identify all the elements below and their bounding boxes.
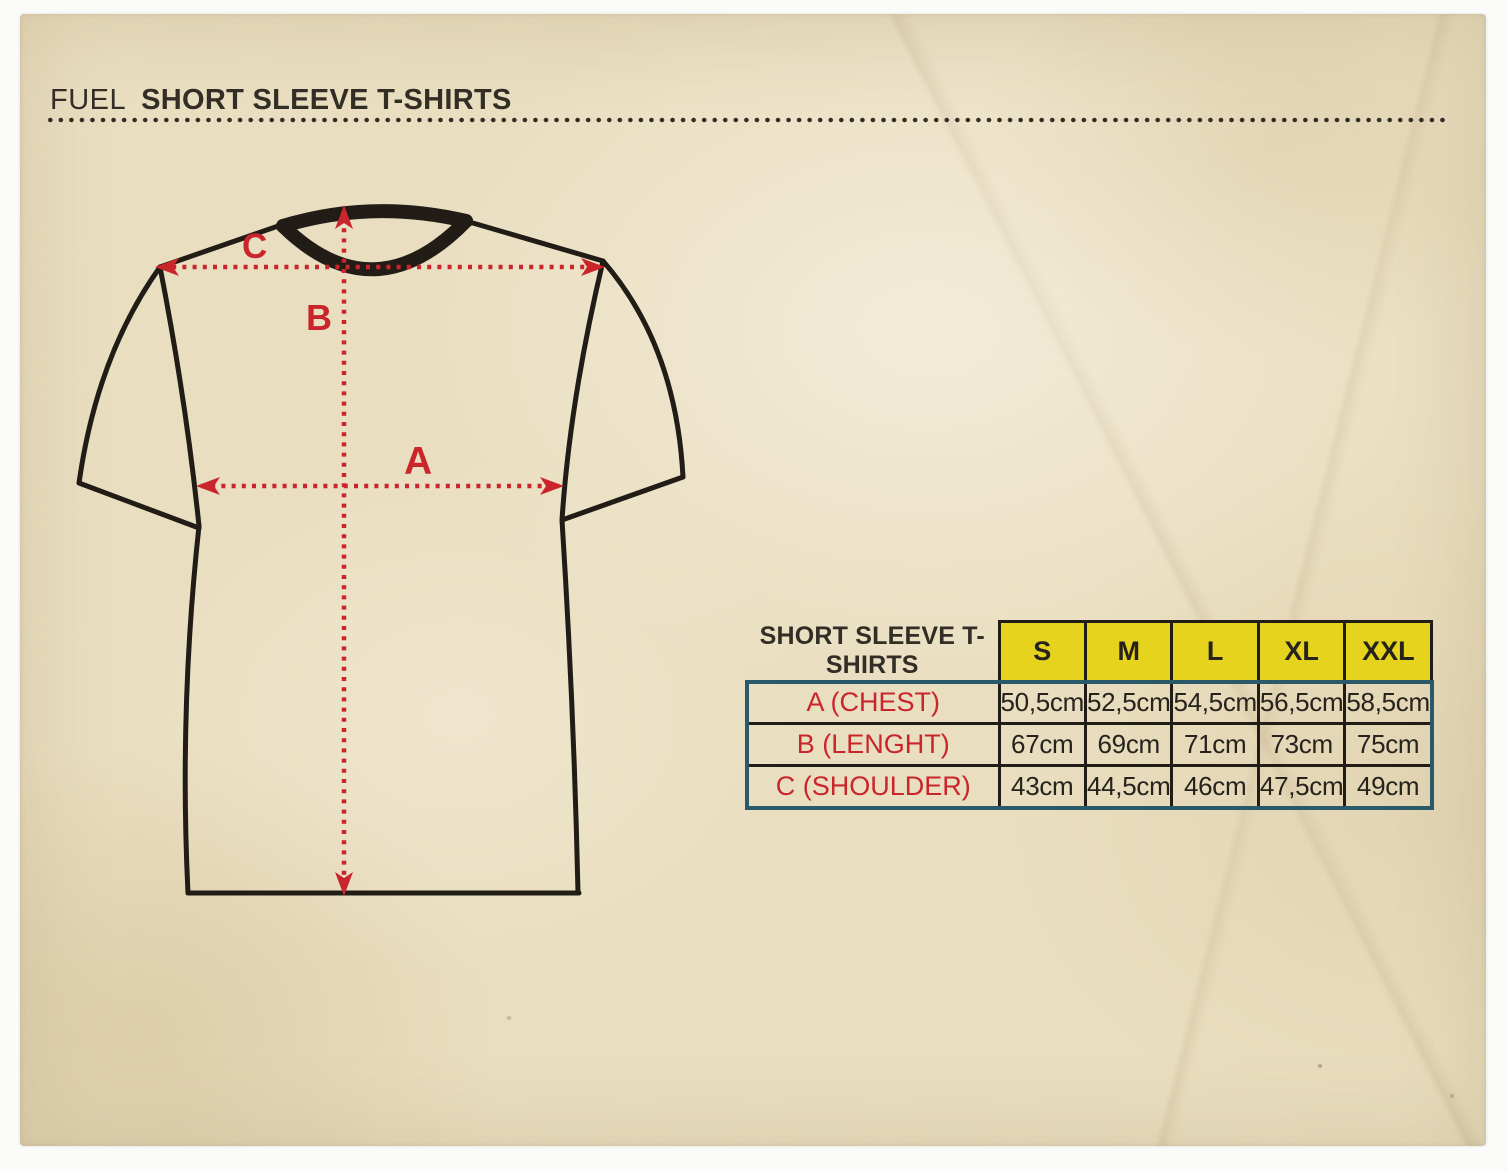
size-table: SHORT SLEEVE T-SHIRTS S M L XL XXL A (CHEST) 50… xyxy=(745,620,1434,810)
size-column-header-s: S xyxy=(997,620,1087,683)
size-value-cell: 56,5cm xyxy=(1256,679,1347,725)
measure-line-c xyxy=(155,258,605,276)
measurement-row-label: B (LENGHT) xyxy=(745,722,1001,767)
left-armhole-seam xyxy=(157,264,202,529)
collar-top-band xyxy=(276,204,473,233)
size-column-header-l: L xyxy=(1170,620,1260,683)
arrowhead-a-left xyxy=(196,477,220,495)
measure-label-a: A xyxy=(404,440,433,483)
right-sleeve-outer-edge xyxy=(600,258,686,480)
measurement-row-label: C (SHOULDER) xyxy=(745,764,1001,810)
measurement-row: B (LENGHT) 67cm 69cm 71cm 73cm 75cm xyxy=(745,722,1434,767)
left-shoulder-seam xyxy=(157,221,287,270)
paper-background xyxy=(20,14,1486,1146)
right-armhole-seam xyxy=(559,258,606,523)
arrowhead-c-right xyxy=(581,258,605,276)
left-side-seam xyxy=(182,523,202,896)
measurement-row: C (SHOULDER) 43cm 44,5cm 46cm 47,5cm 49cm xyxy=(745,764,1434,810)
arrowhead-a-right xyxy=(540,477,564,495)
size-column-header-m: M xyxy=(1083,620,1174,683)
tshirt-outline xyxy=(76,204,686,896)
size-value-cell: 43cm xyxy=(997,764,1087,810)
size-value-cell: 49cm xyxy=(1343,764,1434,810)
arrowhead-b-top xyxy=(335,205,353,229)
measure-line-b xyxy=(335,205,353,896)
measure-line-a xyxy=(196,477,564,495)
collar-bottom-band xyxy=(276,214,473,277)
size-value-cell: 75cm xyxy=(1343,722,1434,767)
page-header: FUEL SHORT SLEEVE T-SHIRTS xyxy=(50,84,512,117)
page-title: SHORT SLEEVE T-SHIRTS xyxy=(141,84,512,116)
left-sleeve-hem xyxy=(76,480,202,531)
size-value-cell: 69cm xyxy=(1083,722,1174,767)
size-column-header-xxl: XXL xyxy=(1343,620,1434,683)
size-value-cell: 44,5cm xyxy=(1083,764,1174,810)
size-value-cell: 67cm xyxy=(997,722,1087,767)
size-value-cell: 73cm xyxy=(1256,722,1347,767)
arrowhead-b-bottom xyxy=(335,872,353,896)
size-value-cell: 47,5cm xyxy=(1256,764,1347,810)
size-value-cell: 50,5cm xyxy=(997,679,1087,725)
measurement-row: A (CHEST) 50,5cm 52,5cm 54,5cm 56,5cm 58,5cm xyxy=(745,679,1434,725)
size-value-cell: 54,5cm xyxy=(1170,679,1260,725)
dotted-divider xyxy=(45,117,1448,123)
size-table-title: SHORT SLEEVE T-SHIRTS xyxy=(759,621,985,679)
measure-label-b: B xyxy=(306,297,332,338)
measure-label-c: C xyxy=(242,227,268,266)
size-header-row: SHORT SLEEVE T-SHIRTS S M L XL XXL xyxy=(747,620,1434,683)
arrowhead-c-left xyxy=(155,258,179,276)
measurement-row-label: A (CHEST) xyxy=(745,679,1001,725)
right-side-seam xyxy=(559,517,581,896)
size-column-header-xl: XL xyxy=(1256,620,1347,683)
size-value-cell: 71cm xyxy=(1170,722,1260,767)
size-value-cell: 52,5cm xyxy=(1083,679,1174,725)
left-sleeve-outer-edge xyxy=(76,264,163,486)
size-value-cell: 46cm xyxy=(1170,764,1260,810)
right-shoulder-seam xyxy=(463,218,606,264)
size-value-cell: 58,5cm xyxy=(1343,679,1434,725)
brand-label: FUEL xyxy=(50,84,127,116)
right-sleeve-hem xyxy=(559,474,686,523)
